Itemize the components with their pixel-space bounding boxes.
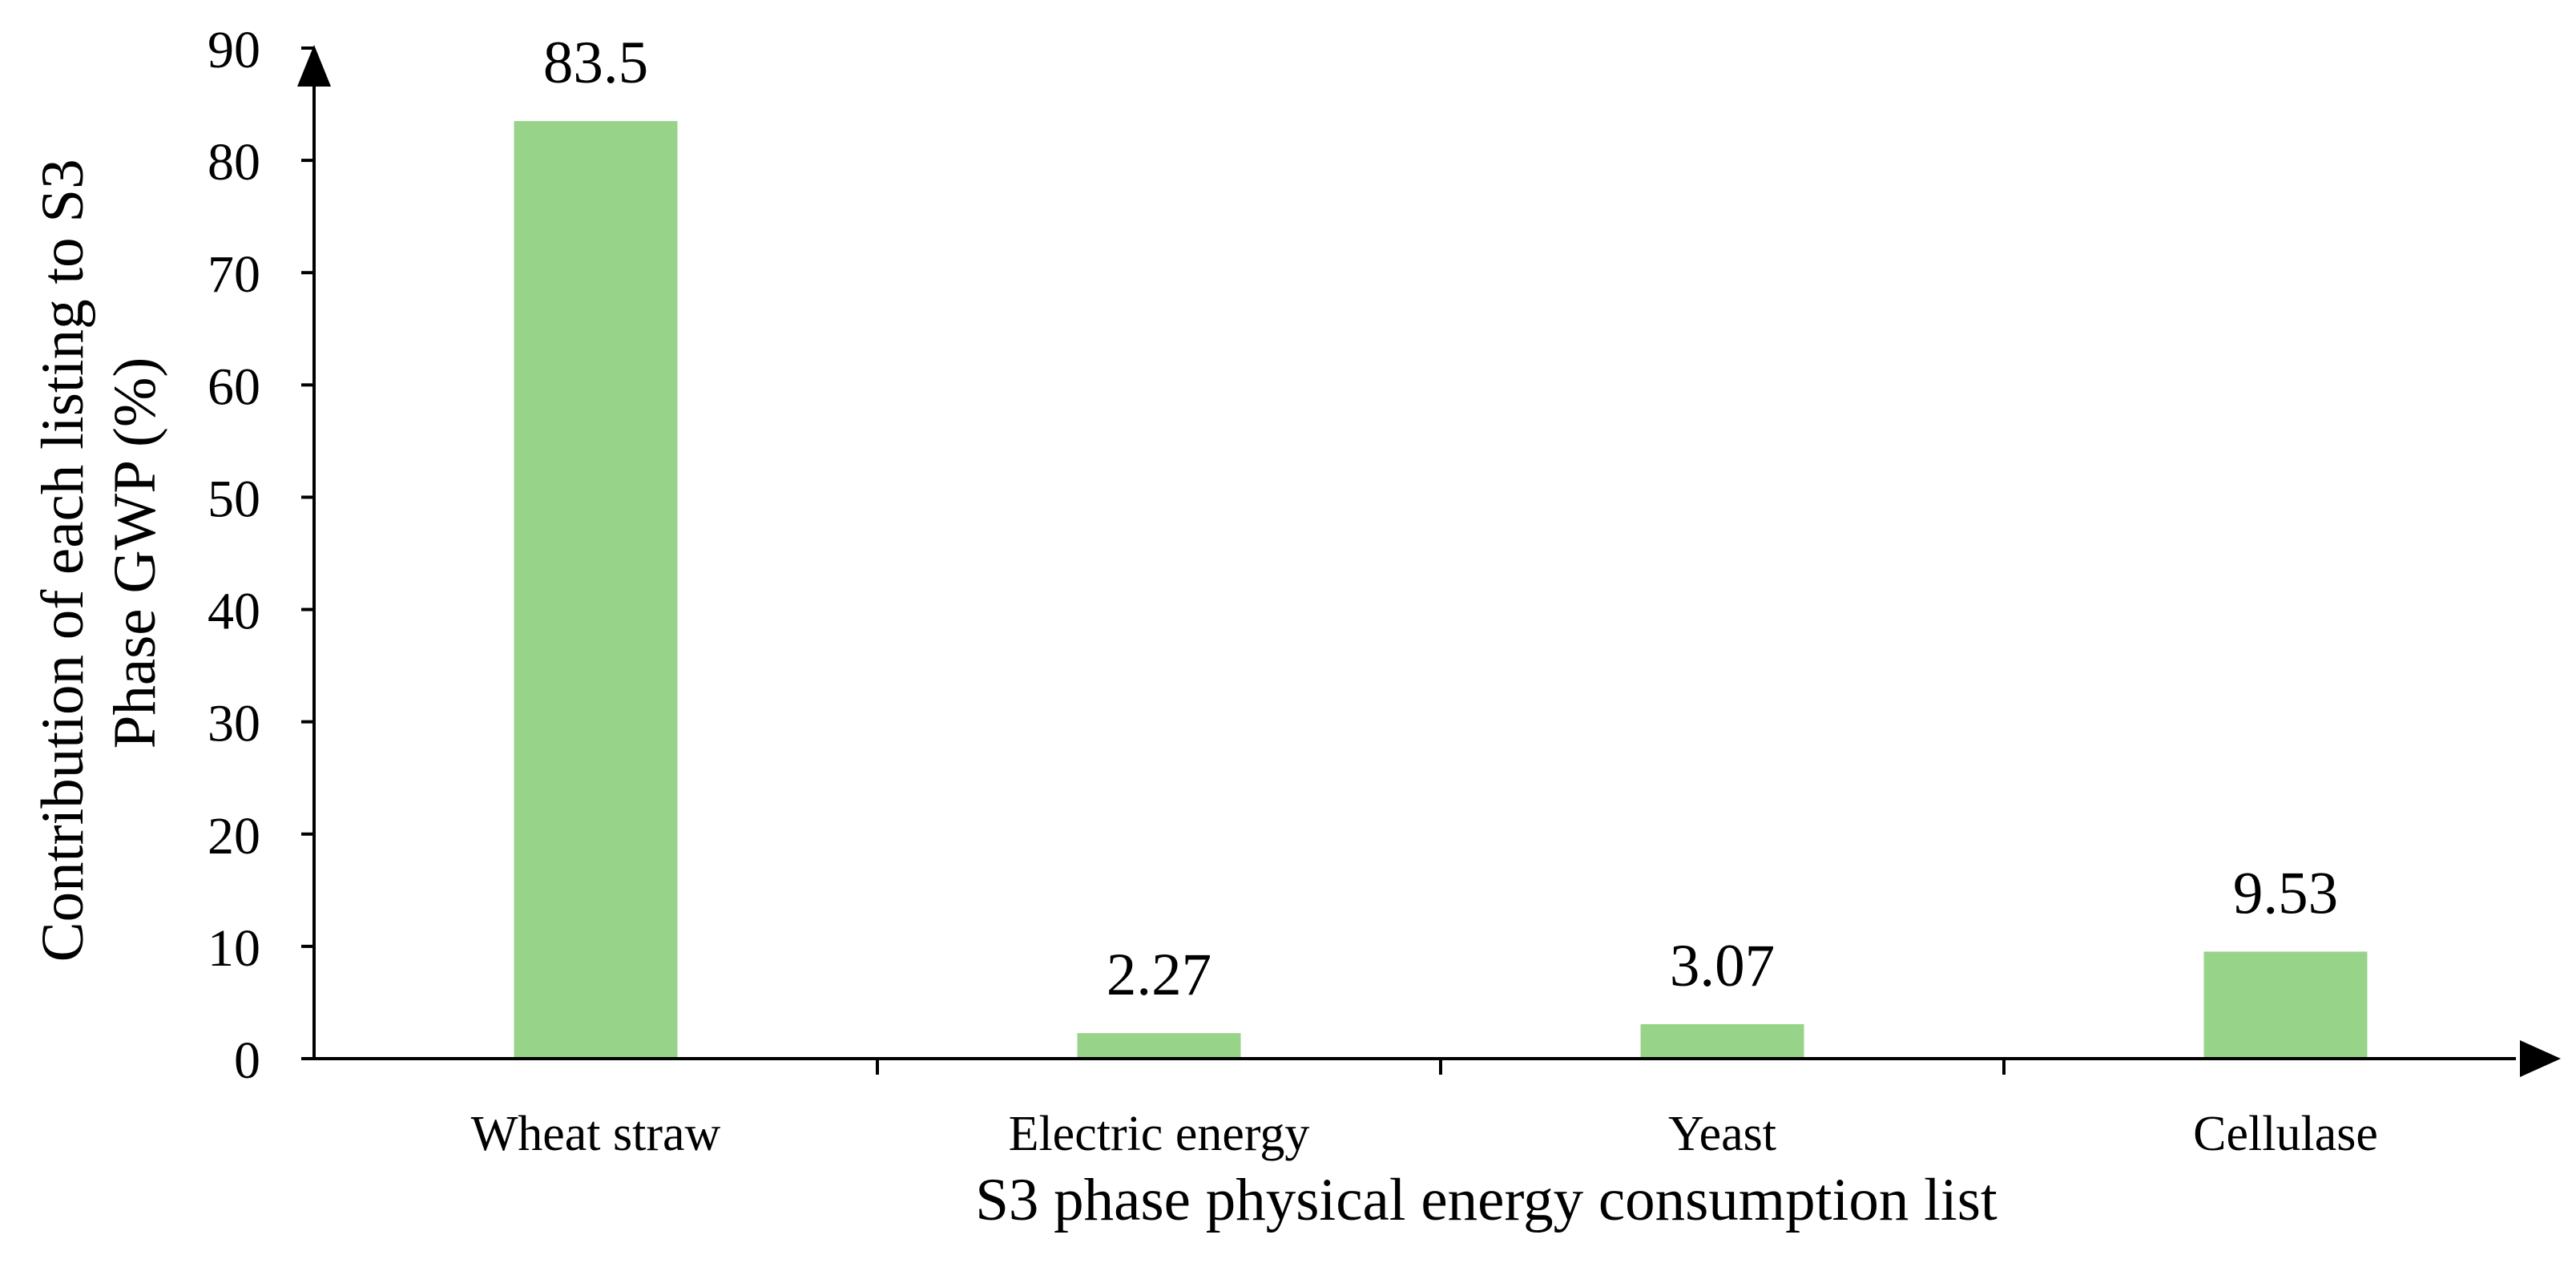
y-axis-arrow	[297, 45, 331, 87]
data-label-yeast: 3.07	[1670, 933, 1775, 999]
y-tick-label-10: 10	[208, 919, 260, 978]
bar-cellulase	[2203, 951, 2368, 1059]
axes-layer	[297, 45, 2561, 1077]
labels-layer: 83.5 Wheat straw 2.27 Electric energy 3.07 Ye…	[208, 21, 2378, 1161]
bar-wheat-straw	[514, 121, 678, 1059]
y-tick-label-0: 0	[234, 1031, 260, 1090]
y-tick-label-70: 70	[208, 245, 260, 304]
y-tick-label-90: 90	[208, 21, 260, 79]
data-label-cellulase: 9.53	[2233, 860, 2338, 926]
data-label-wheat-straw: 83.5	[543, 30, 648, 96]
x-tick-label-yeast: Yeast	[1668, 1107, 1776, 1161]
bars-layer	[514, 121, 2368, 1059]
x-tick-label-wheat-straw: Wheat straw	[471, 1107, 721, 1161]
y-tick-label-30: 30	[208, 695, 260, 753]
y-tick-label-20: 20	[208, 807, 260, 866]
x-axis-title: S3 phase physical energy consumption lis…	[975, 1167, 1998, 1233]
y-tick-label-50: 50	[208, 470, 260, 528]
bar-electric-energy	[1077, 1033, 1241, 1059]
x-axis-arrow	[2520, 1040, 2561, 1077]
y-axis-title-line-2: Phase GWP (%)	[102, 357, 168, 749]
y-tick-label-40: 40	[208, 583, 260, 641]
y-tick-label-60: 60	[208, 357, 260, 416]
y-axis-title-line-1: Contribution of each listing to S3	[30, 159, 96, 962]
bar-yeast	[1640, 1023, 1804, 1059]
y-tick-label-80: 80	[208, 133, 260, 192]
x-tick-label-electric-energy: Electric energy	[1009, 1107, 1310, 1161]
y-axis-title: Contribution of each listing to S3 Phase…	[30, 144, 168, 962]
x-tick-label-cellulase: Cellulase	[2193, 1107, 2378, 1161]
data-label-electric-energy: 2.27	[1107, 942, 1211, 1008]
